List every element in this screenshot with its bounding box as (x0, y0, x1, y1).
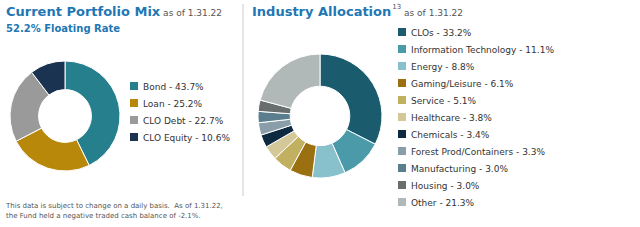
legend-entry: Forest Prod/Containers - 3.3% (411, 147, 545, 157)
footnote: This data is subject to change on a dail… (5, 202, 223, 220)
legend-entry: Information Technology - 11.1% (411, 45, 554, 55)
footnote-line: the Fund held a negative traded cash bal… (6, 212, 201, 220)
donut-slice (32, 61, 65, 95)
legend-entry: Housing - 3.0% (411, 181, 480, 191)
chart-root: Current Portfolio Mix as of 1.31.22 52.2%… (0, 0, 640, 227)
legend-swatch (130, 82, 138, 90)
legend-entry: Service - 5.1% (411, 96, 477, 106)
legend-swatch (398, 28, 406, 36)
legend-entry: Chemicals - 3.4% (411, 130, 490, 140)
footnote-line: This data is subject to change on a dail… (5, 202, 223, 210)
legend-swatch (398, 113, 406, 121)
donut-slice (320, 54, 382, 144)
donut-slice (312, 143, 345, 178)
legend-swatch (130, 99, 138, 107)
legend-entry: Healthcare - 3.8% (411, 113, 492, 123)
legend-entry: Energy - 8.8% (411, 62, 475, 72)
legend-swatch (398, 147, 406, 155)
legend-entry: Bond - 43.7% (143, 82, 204, 92)
legend-entry: CLO Debt - 22.7% (143, 116, 224, 126)
donut (10, 61, 120, 171)
title-date: as of 1.31.22 (401, 8, 463, 18)
title-date: as of 1.31.22 (160, 8, 222, 18)
title-superscript: 13 (392, 3, 401, 11)
legend-swatch (398, 181, 406, 189)
legend-entry: CLO Equity - 10.6% (143, 133, 230, 143)
divider (243, 4, 244, 196)
legend-swatch (130, 116, 138, 124)
legend-entry: Manufacturing - 3.0% (411, 164, 508, 174)
title: Industry Allocation (252, 4, 391, 19)
subtitle: 52.2% Floating Rate (6, 23, 120, 34)
donut (258, 54, 382, 178)
legend-swatch (398, 164, 406, 172)
legend-swatch (398, 96, 406, 104)
legend-entry: Other - 21.3% (411, 198, 475, 208)
legend-swatch (398, 198, 406, 206)
legend-swatch (398, 45, 406, 53)
legend: CLOs - 33.2% Information Technology - 11.… (398, 28, 554, 208)
legend-swatch (398, 62, 406, 70)
legend: Bond - 43.7% Loan - 25.2% CLO Debt - 22.7%… (130, 82, 230, 143)
legend-entry: CLOs - 33.2% (411, 28, 472, 38)
legend-entry: Gaming/Leisure - 6.1% (411, 79, 514, 89)
donut-slice (260, 54, 320, 108)
title: Current Portfolio Mix (6, 4, 161, 19)
legend-swatch (398, 130, 406, 138)
legend-swatch (130, 133, 138, 141)
legend-entry: Loan - 25.2% (143, 99, 203, 109)
legend-swatch (398, 79, 406, 87)
